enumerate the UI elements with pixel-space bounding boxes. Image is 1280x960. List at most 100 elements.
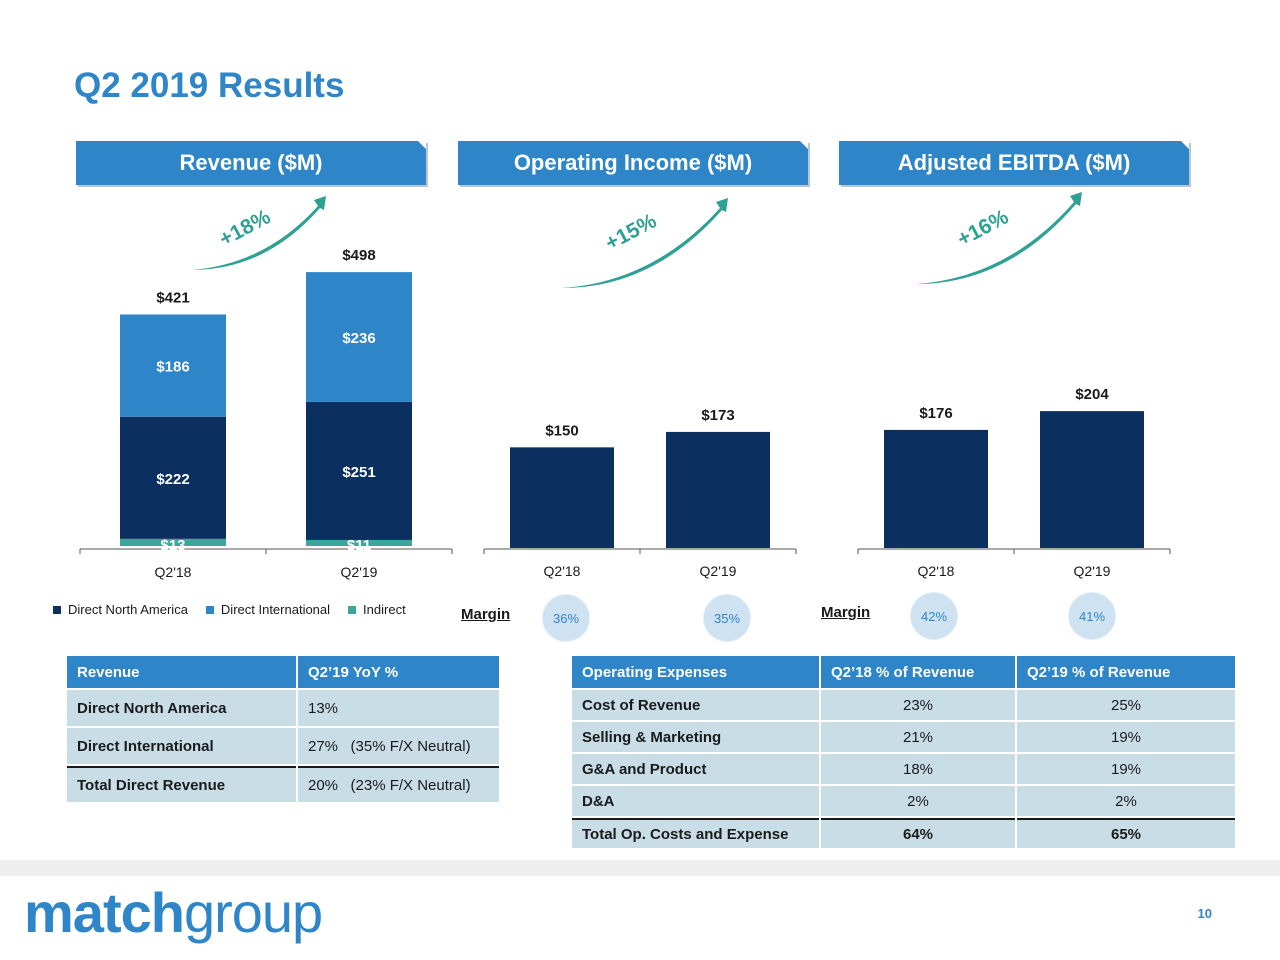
growth-arrow [192,196,326,270]
table-row: Selling & Marketing 21% 19% [572,722,1235,752]
table-row: Cost of Revenue 23% 25% [572,690,1235,720]
logo-part-2: group [183,881,323,944]
ebitda-margin-q2-19: 41% [1068,592,1116,640]
table-cell: Direct International [67,728,296,764]
revenue-chart-title: Revenue ($M) [179,150,323,175]
revenue-chart: $13 $222 $186 $421 Q2'18 $11 $251 $236 $498 Q2'19… [79,196,453,580]
bar [884,429,988,548]
table-row: D&A 2% 2% [572,786,1235,816]
table-cell: 21% [821,722,1015,752]
match-group-logo: matchgroup [24,880,323,945]
x-tick-label: Q2'18 [544,563,581,579]
growth-label: +16% [954,205,1013,251]
bar-segment-indirect [306,539,412,546]
table-cell: 19% [1017,722,1235,752]
ebitda-margin-label: Margin [821,604,871,621]
revenue-chart-header: Revenue ($M) [76,141,426,185]
bar-segment-label: $236 [342,330,375,347]
operating-income-chart: $150 Q2'18 $173 Q2'19 +15% [483,198,797,579]
table-header-cell: Q2’18 % of Revenue [821,656,1015,688]
table-cell: 64% [821,818,1015,848]
ebitda-chart-header: Adjusted EBITDA ($M) [839,141,1189,185]
table-cell: Direct North America [67,690,296,726]
bar-segment-label: $11 [347,537,371,554]
bar-value-label: $150 [545,422,578,439]
table-cell: G&A and Product [572,754,819,784]
table-cell: D&A [572,786,819,816]
x-tick-label: Q2'19 [341,564,378,580]
bar-value-label: $173 [701,407,734,424]
legend-item-direct-north-america: Direct North America [53,602,188,617]
table-header-row: Revenue Q2’19 YoY % [67,656,499,688]
table-cell: 13% [298,690,499,726]
bar-segment-indirect [120,538,226,546]
bar-total-label: $498 [342,247,375,264]
operating-income-chart-header: Operating Income ($M) [458,141,808,185]
table-row: Direct North America 13% [67,690,499,726]
bar-value-label: $176 [919,405,952,422]
table-cell: Selling & Marketing [572,722,819,752]
table-row-total: Total Op. Costs and Expense 64% 65% [572,818,1235,848]
bar-segment-label: $222 [156,471,189,488]
table-cell: 18% [821,754,1015,784]
legend-swatch [348,605,357,614]
x-tick-label: Q2'18 [155,564,192,580]
legend-item-direct-international: Direct International [205,602,331,617]
table-header-cell: Revenue [67,656,296,688]
x-tick-label: Q2'18 [918,563,955,579]
ebitda-chart-title: Adjusted EBITDA ($M) [897,150,1131,175]
legend-label: Direct North America [68,602,188,617]
legend-item-indirect: Indirect [348,602,406,617]
revenue-legend: Direct North America Direct Internationa… [53,602,406,617]
legend-label: Indirect [363,602,406,617]
x-tick-label: Q2'19 [1074,563,1111,579]
legend-swatch [53,605,61,614]
operating-income-margin-label: Margin [461,606,511,623]
table-cell: 19% [1017,754,1235,784]
table-cell: 23% [821,690,1015,720]
bar-segment-direct-international [306,272,412,402]
operating-expenses-table: Operating Expenses Q2’18 % of Revenue Q2… [570,654,1237,850]
bar [666,431,770,548]
bar [510,447,614,548]
table-row-total: Total Direct Revenue 20% (23% F/X Neutra… [67,766,499,802]
operating-income-margin-q2-18: 36% [542,594,590,642]
table-header-cell: Q2’19 % of Revenue [1017,656,1235,688]
table-cell: 27% (35% F/X Neutral) [298,728,499,764]
table-header-cell: Operating Expenses [572,656,819,688]
growth-label: +15% [602,209,661,255]
revenue-growth-table: Revenue Q2’19 YoY % Direct North America… [65,654,501,804]
table-cell: 2% [821,786,1015,816]
table-cell: Total Direct Revenue [67,766,296,802]
operating-income-margin-q2-19: 35% [703,594,751,642]
ebitda-margin-q2-18: 42% [910,592,958,640]
bar-segment-label: $13 [160,537,185,554]
bar-total-label: $421 [156,289,189,306]
bar-segment-label: $186 [156,359,189,376]
bar-segment-label: $251 [342,464,375,481]
table-cell: 65% [1017,818,1235,848]
legend-label: Direct International [220,602,331,617]
table-row: Direct International 27% (35% F/X Neutra… [67,728,499,764]
table-row: G&A and Product 18% 19% [572,754,1235,784]
bar-segment-direct-north-america [120,416,226,539]
table-cell: Total Op. Costs and Expense [572,818,819,848]
x-tick-label: Q2'19 [700,563,737,579]
table-cell: 25% [1017,690,1235,720]
bar-segment-direct-international [120,314,226,417]
table-cell: 2% [1017,786,1235,816]
legend-swatch [205,605,214,614]
logo-part-1: match [24,881,185,944]
bar-value-label: $204 [1075,386,1109,403]
footer-band [0,860,1280,876]
table-cell: Cost of Revenue [572,690,819,720]
ebitda-chart: $176 Q2'18 $204 Q2'19 +16% [857,192,1171,579]
table-header-cell: Q2’19 YoY % [298,656,499,688]
page-number: 10 [1197,906,1212,921]
bar [1040,411,1144,548]
bar-segment-direct-north-america [306,401,412,540]
table-header-row: Operating Expenses Q2’18 % of Revenue Q2… [572,656,1235,688]
operating-income-chart-title: Operating Income ($M) [513,150,753,175]
growth-label: +18% [216,205,275,251]
table-cell: 20% (23% F/X Neutral) [298,766,499,802]
